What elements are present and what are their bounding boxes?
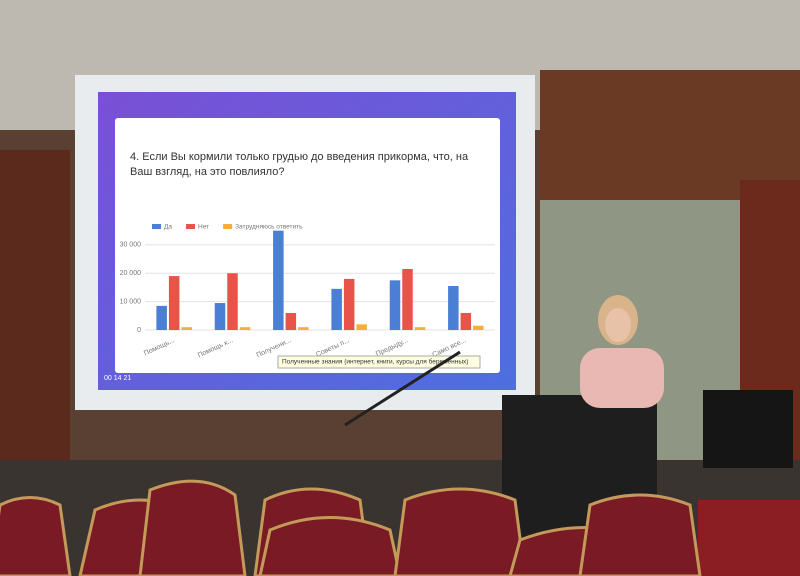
mic-stand bbox=[344, 350, 461, 427]
y-tick-label: 20 000 bbox=[120, 270, 142, 277]
bar bbox=[285, 312, 297, 330]
slide-title: 4. Если Вы кормили только грудью до введ… bbox=[130, 151, 469, 178]
legend-swatch bbox=[186, 224, 196, 229]
bar bbox=[473, 325, 484, 330]
bar bbox=[343, 278, 355, 330]
legend-label: Да bbox=[164, 224, 172, 231]
bar bbox=[227, 273, 238, 330]
y-tick-label: 0 bbox=[137, 327, 141, 334]
speaker-body bbox=[580, 348, 664, 408]
y-tick-label: 10 000 bbox=[120, 298, 142, 305]
legend-swatch bbox=[152, 224, 161, 229]
y-tick-label: 30 000 bbox=[120, 242, 142, 249]
bar bbox=[273, 230, 284, 330]
legend-label: Затрудняюсь ответить bbox=[235, 224, 303, 231]
timer: 00 14 21 bbox=[104, 375, 131, 382]
bar bbox=[214, 303, 226, 330]
bar bbox=[414, 327, 426, 330]
legend-swatch bbox=[223, 224, 233, 229]
table bbox=[698, 500, 800, 576]
legend-label: Нет bbox=[198, 224, 209, 231]
bar bbox=[181, 327, 192, 330]
curtain bbox=[0, 150, 70, 460]
speaker-face bbox=[605, 308, 631, 342]
bar bbox=[156, 305, 167, 330]
bar bbox=[402, 268, 413, 330]
tooltip-box bbox=[277, 355, 481, 369]
monitor bbox=[703, 390, 793, 468]
bar bbox=[389, 280, 401, 330]
chairs bbox=[0, 479, 702, 576]
bar bbox=[168, 276, 180, 330]
bar bbox=[460, 312, 472, 330]
bar bbox=[356, 324, 367, 330]
bar bbox=[448, 286, 459, 330]
bar bbox=[331, 288, 342, 330]
tooltip: Полученные знания (интернет, книги, курс… bbox=[282, 358, 468, 366]
bar bbox=[239, 327, 251, 330]
bar bbox=[298, 327, 309, 330]
curtain bbox=[540, 70, 800, 200]
